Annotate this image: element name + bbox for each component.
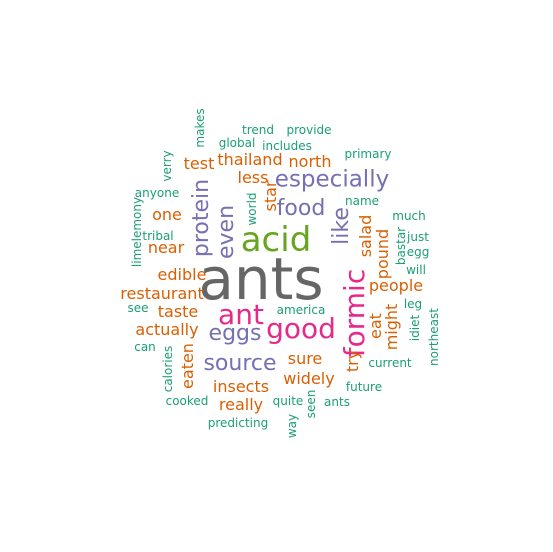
word-world: world xyxy=(245,192,259,226)
word-restaurant: restaurant xyxy=(120,284,204,303)
word-way: way xyxy=(285,413,299,439)
word-sure: sure xyxy=(287,349,323,368)
word-name: name xyxy=(344,194,380,208)
word-taste: taste xyxy=(157,302,199,321)
word-anyone: anyone xyxy=(134,186,180,200)
word-one: one xyxy=(152,205,182,224)
word-can: can xyxy=(134,340,156,354)
word-might: might xyxy=(382,303,401,351)
word-calories: calories xyxy=(161,345,175,393)
word-verry: verry xyxy=(160,150,174,182)
word-ants-small: ants xyxy=(324,395,350,409)
word-makes: makes xyxy=(193,108,207,148)
word-really: really xyxy=(218,395,264,414)
word-see: see xyxy=(127,301,149,315)
word-ant: ant xyxy=(218,298,264,331)
word-widely: widely xyxy=(283,369,335,388)
word-insects: insects xyxy=(212,377,270,396)
word-thailand: thailand xyxy=(217,150,283,169)
word-just: just xyxy=(407,230,429,244)
word-people: people xyxy=(368,276,424,295)
word-ants: ants xyxy=(198,245,324,313)
word-pound: pound xyxy=(373,228,392,280)
word-actually: actually xyxy=(135,320,199,339)
word-try: try xyxy=(343,349,362,373)
word-limelemony: limelemony xyxy=(130,196,144,268)
word-north: north xyxy=(288,152,332,171)
word-predicting: predicting xyxy=(207,416,269,430)
word-especially: especially xyxy=(274,166,390,193)
word-tribal: tribal xyxy=(142,229,174,243)
word-eggs: eggs xyxy=(208,321,262,346)
word-less: less xyxy=(237,168,269,187)
word-future: future xyxy=(345,380,383,394)
word-salad: salad xyxy=(356,214,375,258)
word-cooked: cooked xyxy=(165,394,209,408)
word-source: source xyxy=(203,351,277,376)
word-much: much xyxy=(392,209,426,223)
word-near: near xyxy=(147,238,185,257)
word-eaten: eaten xyxy=(178,343,197,389)
word-seen: seen xyxy=(304,389,318,419)
word-includes: includes xyxy=(262,139,312,153)
word-test: test xyxy=(183,154,215,173)
word-global: global xyxy=(218,136,256,150)
word-good: good xyxy=(266,312,336,345)
word-acid: acid xyxy=(240,220,312,260)
word-star: star xyxy=(261,180,280,212)
word-northeast: northeast xyxy=(427,308,441,366)
word-primary: primary xyxy=(344,147,392,161)
word-america: america xyxy=(276,303,326,317)
word-even: even xyxy=(214,204,239,260)
word-egg: egg xyxy=(406,245,430,259)
word-formic: formic xyxy=(338,268,371,358)
word-leg: leg xyxy=(403,297,423,311)
word-bastar: bastar xyxy=(394,226,408,266)
word-provide: provide xyxy=(286,123,332,137)
word-edible: edible xyxy=(157,265,207,284)
word-protein: protein xyxy=(189,178,214,258)
word-like: like xyxy=(329,207,354,245)
word-quite: quite xyxy=(272,394,304,408)
word-trend: trend xyxy=(242,123,274,137)
word-food: food xyxy=(276,196,326,221)
word-idiet: idiet xyxy=(408,314,422,342)
word-current: current xyxy=(368,356,412,370)
word-will: will xyxy=(406,263,426,277)
